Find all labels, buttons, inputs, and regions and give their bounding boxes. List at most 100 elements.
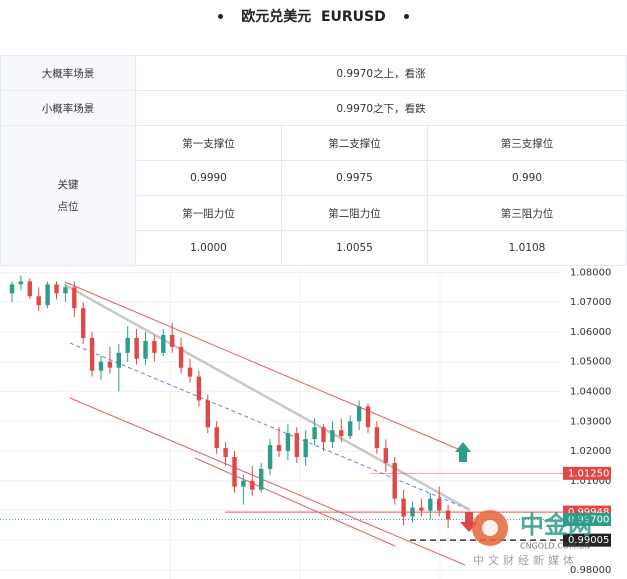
up-arrow (455, 442, 471, 462)
y-tick-label: 0.98000 (570, 565, 611, 576)
candle-body (98, 361, 104, 371)
candle-body (285, 433, 291, 452)
candle-body (205, 400, 210, 428)
candle-body (392, 462, 397, 499)
cell: 0.9970之上，看涨 (135, 55, 627, 91)
cell: 1.0000 (135, 230, 282, 266)
candle-body (161, 334, 166, 353)
y-tick-label: 1.01000 (570, 476, 611, 487)
candle-body (170, 334, 175, 347)
mid-line (69, 342, 471, 511)
candle-body (143, 340, 148, 359)
cell: 0.9975 (281, 160, 428, 196)
candle-body (348, 421, 353, 437)
logo (482, 520, 498, 536)
watermark-text: CNGOLD.COM.CN (520, 542, 590, 551)
candle-body (152, 340, 157, 353)
candle-body (36, 296, 41, 306)
level-label: 0.99948 (568, 507, 609, 518)
cell: 小概率场景 (0, 90, 136, 126)
y-tick-label: 1.08000 (570, 268, 611, 278)
candle-body (419, 507, 424, 511)
level-label: 0.99005 (568, 535, 609, 546)
candle-body (18, 281, 24, 285)
level-label: 0.99700 (568, 514, 609, 525)
y-tick-label: 1.02000 (570, 446, 611, 457)
candle-body (178, 346, 184, 368)
watermark-text: 中金网 (520, 511, 592, 539)
level-label: 1.01250 (568, 468, 609, 479)
candle-body (365, 406, 371, 428)
cell: 第一支撑位 (135, 125, 282, 161)
cell: 1.0108 (427, 230, 627, 266)
candle-body (294, 433, 299, 457)
text: 点位 (57, 200, 79, 213)
candle-body (401, 498, 406, 517)
cell: 第三支撑位 (427, 125, 627, 161)
level-box (563, 466, 611, 480)
candle-body (437, 498, 442, 511)
cell: 0.990 (427, 160, 627, 196)
y-tick-label: 1.04000 (570, 387, 611, 398)
channel-line (69, 397, 466, 566)
candle-body (214, 427, 219, 449)
candle-body (196, 376, 202, 401)
candle-body (374, 427, 380, 449)
y-tick-label: 1.07000 (570, 297, 611, 308)
level-box (563, 533, 611, 547)
candle-body (259, 468, 264, 490)
candle-body (107, 361, 113, 368)
cell: 0.9990 (135, 160, 282, 196)
y-tick-label: 1.03000 (570, 416, 611, 427)
candle-body (267, 445, 273, 469)
trend-line (64, 283, 471, 512)
candle-body (312, 427, 317, 440)
cell: 0.9970之下，看跌 (135, 90, 627, 126)
candle-body (27, 281, 32, 297)
level-box (563, 512, 611, 526)
candle-body (72, 287, 77, 309)
title-bar: 欧元兑美元 EURUSD (0, 0, 627, 32)
cell: 大概率场景 (0, 55, 136, 91)
channel-line (64, 281, 466, 453)
channel-line (194, 457, 396, 547)
watermark: 中金网 CNGOLD.COM.CN 中文财经新媒体 (472, 510, 592, 567)
candle-body (276, 445, 282, 452)
candle-body (445, 510, 451, 520)
scenario-table: 大概率场景 0.9970之上，看涨 小概率场景 0.9970之下，看跌 关键点位 第… (0, 55, 627, 266)
candle-body (54, 284, 59, 294)
candle-body (383, 448, 388, 463)
candle-body (250, 480, 255, 490)
candle-body (339, 430, 344, 437)
cell: 1.0055 (281, 230, 428, 266)
key-label: 关键 点位 (0, 125, 136, 266)
cell: 第一阻力位 (135, 195, 282, 231)
y-tick-label: 1.05000 (570, 357, 611, 368)
cell: 第二阻力位 (281, 195, 428, 231)
candle-body (89, 337, 95, 371)
candle-body (63, 287, 68, 294)
candle-body (134, 337, 139, 359)
candle-body (303, 439, 308, 457)
chart: 0.980000.990001.000001.010001.020001.030… (0, 268, 611, 579)
candle-body (428, 498, 433, 511)
y-tick-label: 1.06000 (570, 327, 611, 338)
candle-body (330, 430, 335, 443)
candle-body (187, 367, 193, 377)
watermark-text: 中文财经新媒体 (473, 553, 578, 567)
candle-body (321, 427, 326, 443)
candle-body (223, 448, 228, 457)
title: 欧元兑美元 EURUSD (241, 9, 386, 25)
candle-body (356, 406, 362, 422)
cell: 第三阻力位 (427, 195, 627, 231)
cell: 第二支撑位 (281, 125, 428, 161)
candle-body (116, 352, 121, 368)
candle-body (241, 480, 246, 487)
candle-body (125, 337, 130, 353)
candle-body (9, 284, 15, 294)
candle-body (45, 284, 50, 306)
candle-body (81, 308, 86, 338)
text: 关键 (57, 178, 79, 191)
candle-body (232, 456, 237, 487)
